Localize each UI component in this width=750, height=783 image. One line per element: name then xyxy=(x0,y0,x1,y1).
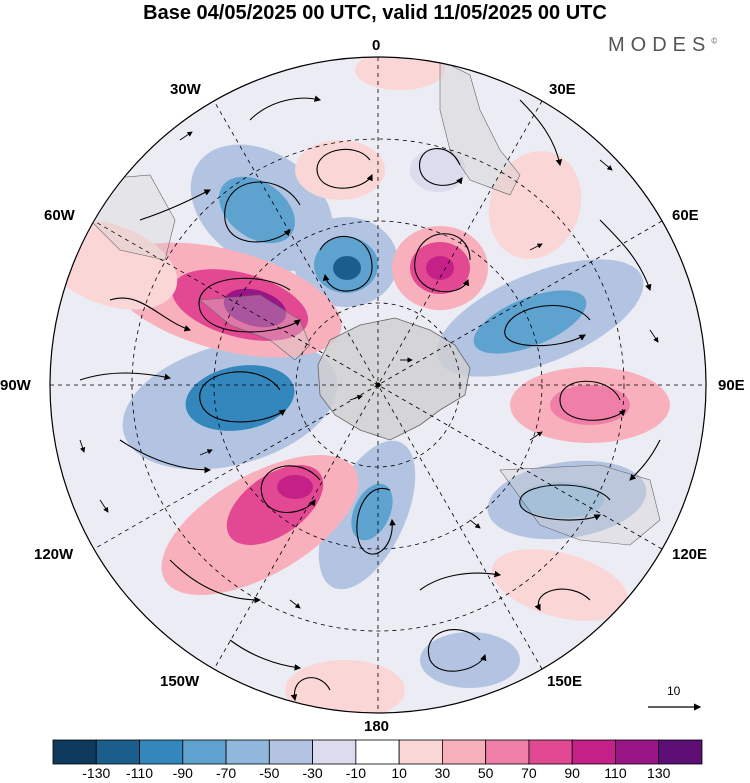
positive-anomaly-centers xyxy=(50,57,670,713)
colorbar-tick-label: 110 xyxy=(604,765,627,781)
colorbar-swatch xyxy=(398,739,443,765)
modes-logo: MODES© xyxy=(608,34,717,57)
map-field xyxy=(50,57,706,713)
colorbar-swatch xyxy=(441,739,487,765)
colorbar xyxy=(52,739,703,765)
colorbar-swatch xyxy=(355,739,400,765)
colorbar-tick-label: 90 xyxy=(564,765,580,781)
reference-vector-label: 10 xyxy=(667,684,681,698)
lon-label-30w: 30W xyxy=(170,81,201,98)
colorbar-tick-label: -30 xyxy=(302,765,323,781)
brand-text: MODES xyxy=(608,34,712,56)
lon-label-150e: 150E xyxy=(547,673,583,690)
lon-label-60e: 60E xyxy=(672,207,699,224)
colorbar-tick-label: 50 xyxy=(477,765,494,781)
lon-label-0: 0 xyxy=(372,37,381,54)
lon-label-90w: 90W xyxy=(0,377,31,394)
colorbar-swatch xyxy=(182,739,227,765)
colorbar-swatch xyxy=(139,739,184,765)
colorbar-swatch xyxy=(225,739,270,765)
brand-copyright-mark: © xyxy=(711,36,718,46)
colorbar-swatch xyxy=(571,739,616,765)
colorbar-tick-label: -70 xyxy=(215,765,237,781)
colorbar-swatch xyxy=(52,739,97,765)
land-masses xyxy=(89,59,661,546)
negative-anomaly-centers xyxy=(122,144,647,688)
circulation-streamlines xyxy=(79,95,661,702)
lon-label-180: 180 xyxy=(364,718,390,735)
colorbar-swatch xyxy=(312,739,357,765)
colorbar-tick-label: 130 xyxy=(647,765,671,781)
map-border xyxy=(49,56,707,714)
colorbar-tick-label: -10 xyxy=(345,765,366,781)
lon-label-150w: 150W xyxy=(160,673,200,690)
colorbar-tick-label: 10 xyxy=(391,765,407,781)
colorbar-swatch xyxy=(528,739,573,765)
colorbar-swatch xyxy=(268,739,314,765)
lon-label-30e: 30E xyxy=(549,81,576,98)
colorbar-tick-label: -90 xyxy=(172,765,193,781)
lon-label-90e: 90E xyxy=(718,377,745,394)
colorbar-swatch xyxy=(485,739,530,765)
colorbar-tick-label: -110 xyxy=(126,765,154,781)
colorbar-swatch xyxy=(95,739,140,765)
lon-label-120e: 120E xyxy=(672,546,708,563)
map-title: Base 04/05/2025 00 UTC, valid 11/05/2025… xyxy=(143,2,607,24)
colorbar-tick-label: -130 xyxy=(82,765,111,781)
colorbar-swatch xyxy=(615,739,660,765)
colorbar-tick-label: 30 xyxy=(434,765,451,781)
colorbar-tick-label: 70 xyxy=(521,765,537,781)
colorbar-tick-label: -50 xyxy=(259,765,280,781)
lon-label-120w: 120W xyxy=(34,546,74,563)
colorbar-swatch xyxy=(658,739,703,765)
lon-label-60w: 60W xyxy=(44,207,75,224)
